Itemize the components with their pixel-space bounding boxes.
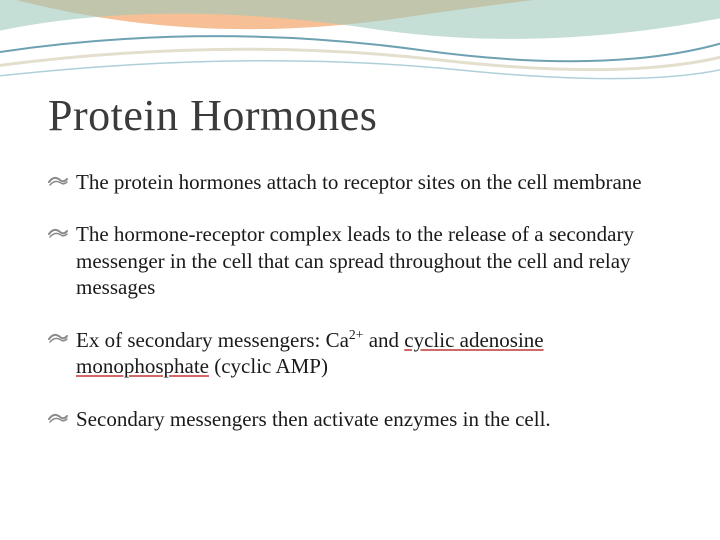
- bullet-text-mid: and: [363, 328, 404, 352]
- bullet-item: Ex of secondary messengers: Ca2+ and cyc…: [48, 326, 672, 380]
- bullet-list: The protein hormones attach to receptor …: [48, 169, 672, 432]
- bullet-text-prefix: Ex of secondary messengers: Ca: [76, 328, 349, 352]
- bullet-item: Secondary messengers then activate enzym…: [48, 406, 672, 432]
- swoosh-bullet-icon: [48, 411, 68, 427]
- swoosh-bullet-icon: [48, 331, 68, 347]
- bullet-item: The protein hormones attach to receptor …: [48, 169, 672, 195]
- swoosh-bullet-icon: [48, 226, 68, 242]
- slide-title: Protein Hormones: [48, 90, 672, 141]
- bullet-text-sup: 2+: [349, 327, 364, 342]
- bullet-text: Secondary messengers then activate enzym…: [76, 407, 551, 431]
- bullet-text-suffix: (cyclic AMP): [209, 354, 328, 378]
- bullet-text: The hormone-receptor complex leads to th…: [76, 222, 634, 299]
- bullet-item: The hormone-receptor complex leads to th…: [48, 221, 672, 300]
- bullet-text: The protein hormones attach to receptor …: [76, 170, 642, 194]
- slide-content: Protein Hormones The protein hormones at…: [0, 0, 720, 540]
- swoosh-bullet-icon: [48, 174, 68, 190]
